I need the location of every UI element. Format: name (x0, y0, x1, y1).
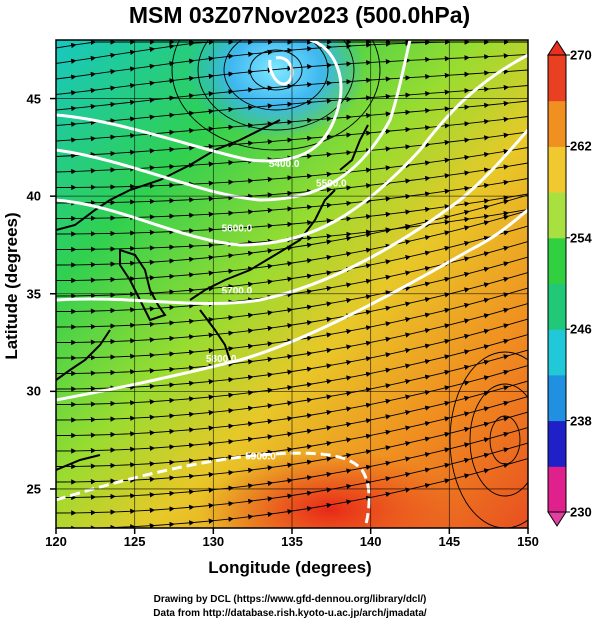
colorbar-segment (548, 237, 566, 284)
streamline-east-circulation (489, 415, 521, 465)
contour-label: 5800.0 (206, 354, 237, 365)
credit-drawing: Drawing by DCL (https://www.gfd-dennou.o… (153, 594, 427, 605)
x-tick-label: 130 (202, 534, 225, 549)
contour-label: 5600.0 (222, 223, 253, 234)
colorbar-tick-label: 238 (570, 413, 592, 429)
colorbar-segment (548, 100, 566, 147)
colorbar-frame (547, 54, 567, 513)
x-tick-label: 135 (281, 534, 303, 549)
contour-5400 (56, 40, 343, 163)
contour-label: 5500.0 (316, 178, 347, 189)
contour-low (268, 56, 294, 86)
contour-label: 5700.0 (222, 286, 253, 297)
colorbar-segment (548, 55, 566, 102)
warm-high-shading (200, 450, 460, 528)
colorbar-segment (548, 466, 566, 513)
y-tick-label: 25 (26, 481, 41, 497)
credit-data: Data from http://database.rish.kyoto-u.a… (153, 608, 427, 619)
x-tick-label: 150 (517, 534, 539, 549)
y-tick-label: 40 (26, 188, 41, 204)
colorbar-tick-label: 254 (570, 230, 592, 246)
streamline-east-circulation (469, 383, 528, 497)
colorbar-tick-label: 246 (570, 321, 592, 337)
colorbar-tick-label: 270 (570, 47, 592, 63)
x-tick-label: 145 (438, 534, 461, 549)
contour-5900 (56, 451, 371, 528)
streamline-low-circulation (171, 40, 381, 151)
map-title: MSM 03Z07Nov2023 (500.0hPa) (128, 2, 471, 28)
x-tick-label: 140 (359, 534, 382, 549)
x-tick-label: 125 (123, 534, 146, 549)
y-axis-label: Latitude (degrees) (2, 212, 21, 360)
colorbar-tick-label: 230 (570, 504, 592, 520)
colorbar-segment (548, 329, 566, 376)
contour-5800 (56, 208, 528, 402)
x-tick-label: 120 (45, 534, 67, 549)
y-tick-label: 35 (26, 286, 41, 302)
contour-label: 5400.0 (269, 159, 300, 170)
coastline (56, 119, 369, 471)
contour-label: 5900.0 (245, 452, 276, 463)
colorbar-segment (548, 192, 566, 239)
colorbar-segment (548, 146, 566, 193)
axis-ticks (50, 97, 529, 534)
contour-5500 (56, 40, 412, 202)
colorbar-tick-label: 262 (570, 138, 592, 154)
colorbar-segment (548, 374, 566, 422)
contour-labels: 5400.0 5500.0 5600.0 5700.0 5800.0 5900.0 (206, 159, 347, 463)
contour-5600 (56, 53, 528, 247)
streamline-low-circulation (197, 40, 355, 131)
streamline-low-circulation (223, 40, 329, 111)
colorbar-segment (548, 420, 566, 467)
colorbar (547, 40, 570, 527)
streamline-east-circulation (449, 351, 528, 528)
height-contours (56, 40, 528, 528)
colorbar-max-arrow (547, 40, 567, 56)
y-tick-label: 45 (26, 91, 41, 107)
colorbar-segment (548, 283, 566, 330)
credits: Drawing by DCL (https://www.gfd-dennou.o… (52, 593, 528, 621)
streamline-low-circulation (249, 49, 303, 91)
contour-5700 (56, 128, 528, 306)
x-axis-label: Longitude (degrees) (208, 558, 372, 577)
colorbar-min-arrow (547, 511, 567, 527)
y-tick-label: 30 (26, 383, 41, 399)
